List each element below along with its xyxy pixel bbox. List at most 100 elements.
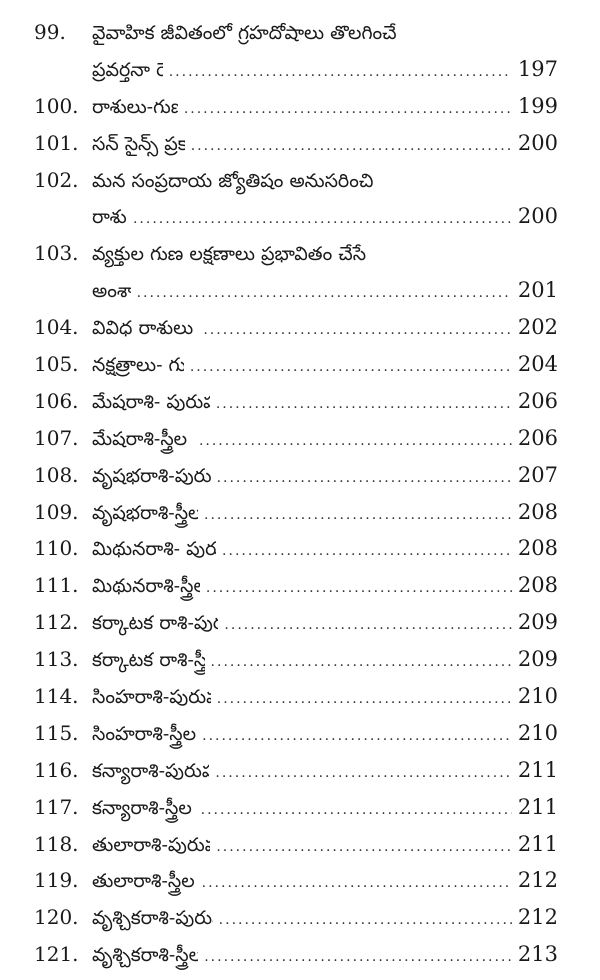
- entry-number: 107.: [34, 425, 79, 450]
- page-number: 207: [517, 462, 558, 487]
- toc-entry-line: అంశాలు. 201: [34, 272, 558, 309]
- toc-entry-line: 105. నక్షత్రాలు- గుణ లక్షణాలు. 204: [34, 346, 558, 383]
- entry-title: మేషరాశి-స్త్రీల గుణ లక్షణాలు.: [92, 427, 193, 450]
- page-number: 209: [517, 647, 558, 672]
- toc-entry: 112. కర్కాటక రాశి-పురుషుల గుణ లక్షణాలు. 20…: [34, 604, 558, 641]
- entry-title: కన్యారాశి-పురుషుల గుణ లక్షణాలు.: [92, 759, 209, 782]
- entry-title: వృషభరాశి-స్త్రీల గుణ లక్షణాలు.: [92, 501, 199, 524]
- entry-title: ప్రవర్తనా రెమిడీలు.: [92, 58, 163, 81]
- toc-entry: 109. వృషభరాశి-స్త్రీల గుణ లక్షణాలు. 208: [34, 494, 558, 531]
- entry-number: 108.: [34, 462, 79, 487]
- page-number: 206: [517, 388, 558, 413]
- dot-leader: [211, 644, 512, 681]
- dot-leader: [204, 939, 512, 976]
- toc-entry: 110. మిథునరాశి- పురుషుల గుణ లక్షణాలు. 208: [34, 530, 558, 567]
- entry-number: 109.: [34, 499, 79, 524]
- page-number: 199: [517, 93, 558, 118]
- toc-entry: 117. కన్యారాశి-స్త్రీల గుణ లక్షణాలు. 211: [34, 789, 558, 826]
- table-of-contents: 99. వైవాహిక జీవితంలో గ్రహదోషాలు తొలగించే ప…: [34, 14, 558, 973]
- toc-entry: 102. మన సంప్రదాయ జ్యోతిషం అనుసరించి రాశులు…: [34, 162, 558, 236]
- page-number: 204: [517, 352, 558, 377]
- entry-title: తులారాశి-స్త్రీల గుణ లక్షణాలు.: [92, 870, 196, 893]
- page-number: 208: [517, 536, 558, 561]
- toc-entry: 118. తులారాశి-పురుషుల గుణ లక్షణాలు. 211: [34, 826, 558, 863]
- toc-entry-line: 109. వృషభరాశి-స్త్రీల గుణ లక్షణాలు. 208: [34, 494, 558, 531]
- toc-entry: 113. కర్కాటక రాశి-స్త్రీల గుణ లక్షణాలు. 20…: [34, 641, 558, 678]
- entry-title: మిథునరాశి- పురుషుల గుణ లక్షణాలు.: [92, 538, 217, 561]
- toc-entry-line: 114. సింహరాశి-పురుషుల గుణ లక్షణాలు. 210: [34, 678, 558, 715]
- toc-entry-line: 112. కర్కాటక రాశి-పురుషుల గుణ లక్షణాలు. 20…: [34, 604, 558, 641]
- toc-entry-line: 104. వివిధ రాశులు -గుణ లక్షణాలు. 202: [34, 309, 558, 346]
- toc-entry: 115. సింహరాశి-స్త్రీల గుణ లక్షణాలు. 210: [34, 715, 558, 752]
- entry-title: వ్యక్తుల గుణ లక్షణాలు ప్రభావితం చేసే: [92, 243, 367, 266]
- toc-entry-line: 103. వ్యక్తుల గుణ లక్షణాలు ప్రభావితం చేసే: [34, 235, 558, 272]
- entry-number: 117.: [34, 794, 79, 819]
- toc-entry: 103. వ్యక్తుల గుణ లక్షణాలు ప్రభావితం చేసే…: [34, 235, 558, 309]
- dot-leader: [224, 607, 511, 644]
- toc-entry-line: 113. కర్కాటక రాశి-స్త్రీల గుణ లక్షణాలు. 20…: [34, 641, 558, 678]
- dot-leader: [217, 681, 512, 718]
- toc-entry-line: 116. కన్యారాశి-పురుషుల గుణ లక్షణాలు. 211: [34, 752, 558, 789]
- toc-entry: 119. తులారాశి-స్త్రీల గుణ లక్షణాలు. 212: [34, 862, 558, 899]
- dot-leader: [199, 423, 512, 460]
- entry-title: వృశ్చికరాశి-పురుషుల గుణ లక్షణాలు.: [92, 907, 213, 930]
- entry-number: 118.: [34, 831, 79, 856]
- entry-number: 101.: [34, 130, 79, 155]
- dot-leader: [202, 865, 512, 902]
- toc-entry: 107. మేషరాశి-స్త్రీల గుణ లక్షణాలు. 206: [34, 420, 558, 457]
- entry-number: 104.: [34, 315, 79, 340]
- dot-leader: [203, 312, 512, 349]
- entry-number: 112.: [34, 610, 79, 635]
- entry-title: తులారాశి-పురుషుల గుణ లక్షణాలు.: [92, 833, 210, 856]
- page-number: 201: [517, 278, 558, 303]
- entry-title: సింహరాశి-స్త్రీల గుణ లక్షణాలు.: [92, 722, 197, 745]
- page-number: 200: [517, 130, 558, 155]
- entry-title: వృశ్చికరాశి-స్త్రీల గుణ లక్షణాలు.: [92, 944, 199, 967]
- entry-number: 119.: [34, 868, 79, 893]
- entry-number: 120.: [34, 905, 79, 930]
- toc-entry-line: 110. మిథునరాశి- పురుషుల గుణ లక్షణాలు. 208: [34, 530, 558, 567]
- toc-entry: 99. వైవాహిక జీవితంలో గ్రహదోషాలు తొలగించే ప…: [34, 14, 558, 88]
- dot-leader: [202, 718, 512, 755]
- toc-entry-line: 118. తులారాశి-పురుషుల గుణ లక్షణాలు. 211: [34, 826, 558, 863]
- toc-entry: 106. మేషరాశి- పురుషుల గుణ లక్షణాలు. 206: [34, 383, 558, 420]
- toc-entry: 111. మిథునరాశి-స్త్రీల గుణ లక్షణాలు. 208: [34, 567, 558, 604]
- dot-leader: [201, 792, 512, 829]
- page-number: 210: [517, 720, 558, 745]
- entry-number: 100.: [34, 93, 79, 118]
- entry-number: 116.: [34, 757, 79, 782]
- entry-title: నక్షత్రాలు- గుణ లక్షణాలు.: [92, 354, 184, 377]
- entry-number: 121.: [34, 942, 79, 967]
- page-number: 200: [517, 204, 558, 229]
- dot-leader: [191, 128, 512, 165]
- dot-leader: [215, 755, 512, 792]
- entry-title: అంశాలు.: [92, 280, 131, 303]
- entry-title: వైవాహిక జీవితంలో గ్రహదోషాలు తొలగించే: [92, 22, 397, 44]
- entry-title: కన్యారాశి-స్త్రీల గుణ లక్షణాలు.: [92, 796, 195, 819]
- toc-entry-line: 107. మేషరాశి-స్త్రీల గుణ లక్షణాలు. 206: [34, 420, 558, 457]
- dot-leader: [137, 275, 512, 312]
- entry-number: 105.: [34, 352, 79, 377]
- entry-number: 99.: [34, 20, 66, 44]
- toc-entry-line: 119. తులారాశి-స్త్రీల గుణ లక్షణాలు. 212: [34, 862, 558, 899]
- entry-title: మన సంప్రదాయ జ్యోతిషం అనుసరించి: [92, 169, 374, 192]
- toc-entry: 120. వృశ్చికరాశి-పురుషుల గుణ లక్షణాలు. 212: [34, 899, 558, 936]
- toc-entry-line: ప్రవర్తనా రెమిడీలు. 197: [34, 51, 558, 88]
- page-number: 209: [517, 610, 558, 635]
- entry-title: వివిధ రాశులు -గుణ లక్షణాలు.: [92, 317, 197, 340]
- dot-leader: [216, 386, 512, 423]
- toc-entry-line: 121. వృశ్చికరాశి-స్త్రీల గుణ లక్షణాలు. 213: [34, 936, 558, 973]
- page-number: 212: [517, 868, 558, 893]
- toc-entry: 100. రాశులు-గుణ లక్షణాలు. 199: [34, 88, 558, 125]
- toc-entry-line: 101. సన్ సైన్స్ ప్రకారం రాశులు. 200: [34, 125, 558, 162]
- toc-entry-line: 102. మన సంప్రదాయ జ్యోతిషం అనుసరించి: [34, 162, 558, 199]
- toc-entry-line: 100. రాశులు-గుణ లక్షణాలు. 199: [34, 88, 558, 125]
- page-number: 208: [517, 499, 558, 524]
- entry-number: 102.: [34, 167, 79, 192]
- dot-leader: [204, 497, 512, 534]
- page-number: 197: [517, 56, 558, 81]
- toc-entry: 116. కన్యారాశి-పురుషుల గుణ లక్షణాలు. 211: [34, 752, 558, 789]
- page-number: 211: [517, 757, 558, 782]
- dot-leader: [206, 570, 512, 607]
- entry-title: వృషభరాశి-పురుషుల గుణ లక్షణాలు: [92, 464, 211, 487]
